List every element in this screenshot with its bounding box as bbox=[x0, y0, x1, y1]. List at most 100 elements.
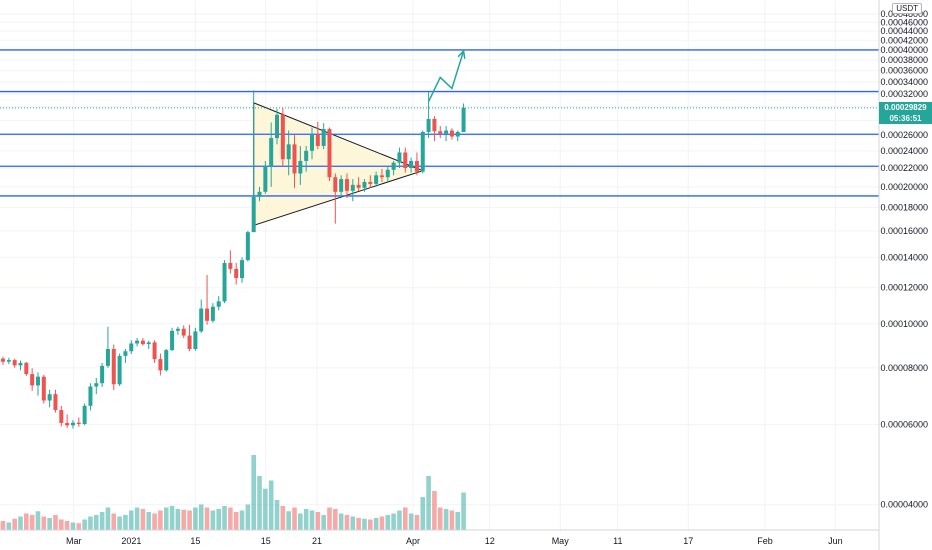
candle-body bbox=[449, 130, 454, 137]
candle-body bbox=[105, 349, 110, 366]
candle-body bbox=[426, 118, 431, 132]
grid bbox=[0, 0, 879, 530]
candle-body bbox=[455, 131, 460, 137]
volume-bar bbox=[53, 515, 58, 530]
price-tick-label: 0.00024000 bbox=[880, 146, 928, 156]
candle-body bbox=[344, 179, 349, 191]
volume-bar bbox=[437, 507, 443, 530]
candle-body bbox=[152, 342, 157, 360]
volume-bar bbox=[338, 513, 344, 530]
candle-body bbox=[129, 343, 134, 352]
candle-body bbox=[240, 260, 245, 279]
volume-bar bbox=[303, 509, 309, 530]
volume-bar bbox=[93, 515, 99, 530]
candle-body bbox=[362, 181, 367, 188]
volume-bar bbox=[18, 516, 23, 530]
candle-body bbox=[117, 355, 122, 385]
time-tick-label: Apr bbox=[406, 536, 420, 546]
candle-body bbox=[12, 360, 17, 366]
candle-body bbox=[170, 330, 175, 351]
candle-body bbox=[1, 358, 5, 362]
triangle-pattern bbox=[253, 102, 425, 227]
candle-body bbox=[6, 360, 11, 362]
volume-bar bbox=[263, 488, 268, 530]
candle-body bbox=[53, 394, 58, 411]
volume-bar bbox=[292, 507, 297, 530]
candle-body bbox=[414, 160, 419, 172]
candle-body bbox=[146, 342, 151, 345]
volume-bar bbox=[455, 512, 461, 530]
candle-body bbox=[275, 114, 280, 139]
volume-bar bbox=[24, 513, 29, 530]
currency-badge[interactable]: USDT bbox=[892, 3, 922, 14]
volume-bar bbox=[449, 510, 455, 530]
time-axis[interactable]: 2021 11 21 Feb 15 Mar 15 Apr 12 May 17 Jun bbox=[0, 529, 879, 546]
price-tick-label: 0.00018000 bbox=[880, 203, 928, 213]
time-tick-label: May bbox=[552, 536, 570, 546]
price-tick-label: 0.00034000 bbox=[880, 77, 928, 87]
volume-bar bbox=[344, 515, 350, 530]
price-tick-label: 0.00022000 bbox=[880, 163, 928, 173]
volume-bar bbox=[367, 519, 373, 530]
time-tick-label: 17 bbox=[683, 536, 693, 546]
volume-bar bbox=[443, 509, 449, 530]
projection-arrow bbox=[427, 49, 466, 102]
price-axis[interactable]: 0.000480000.000460000.000440000.00042000… bbox=[878, 0, 928, 550]
price-tick-label: 0.00038000 bbox=[880, 55, 928, 65]
candle-body bbox=[94, 383, 99, 387]
candle-body bbox=[193, 331, 198, 350]
arrow-head bbox=[457, 49, 466, 59]
volume-bar bbox=[111, 513, 117, 530]
price-tick-label: 0.00016000 bbox=[880, 226, 928, 236]
time-tick-label: 15 bbox=[261, 536, 271, 546]
price-tick-label: 0.00046000 bbox=[880, 17, 928, 27]
time-tick-label: Mar bbox=[66, 536, 82, 546]
volume-bar bbox=[187, 510, 192, 530]
volume-bar bbox=[426, 476, 431, 530]
volume-bar bbox=[408, 513, 414, 530]
candle-body bbox=[356, 184, 361, 188]
time-tick-label: 15 bbox=[190, 536, 200, 546]
volume-bar bbox=[140, 509, 146, 530]
candle-body bbox=[321, 129, 326, 146]
candle-body bbox=[216, 301, 221, 307]
candle-body bbox=[245, 232, 250, 261]
candle-body bbox=[210, 306, 215, 321]
price-tick-label: 0.00012000 bbox=[880, 283, 928, 293]
volume-bar bbox=[152, 513, 157, 530]
candle-body bbox=[298, 160, 303, 174]
volume-bar bbox=[99, 512, 105, 530]
volume-bar bbox=[128, 510, 134, 530]
candle-body bbox=[70, 422, 75, 426]
volume-bar bbox=[29, 515, 35, 530]
candle-body bbox=[263, 166, 268, 192]
price-tick-label: 0.00042000 bbox=[880, 35, 928, 45]
volume-bar bbox=[362, 518, 367, 530]
candle-body bbox=[158, 359, 163, 371]
price-tick-label: 0.00026000 bbox=[880, 130, 928, 140]
time-tick-label: 11 bbox=[613, 536, 622, 546]
candle-body bbox=[280, 114, 285, 160]
volume-bar bbox=[210, 510, 216, 530]
volume-bar bbox=[268, 480, 274, 530]
volume-bar bbox=[333, 509, 338, 530]
volume-bar bbox=[233, 512, 239, 530]
volume-bar bbox=[245, 504, 251, 530]
volume-bar bbox=[198, 504, 204, 530]
volume-bar bbox=[216, 509, 222, 530]
volume-bar bbox=[274, 500, 280, 530]
candle-body bbox=[164, 350, 169, 371]
horizontal-levels[interactable] bbox=[0, 49, 879, 197]
candle-body bbox=[30, 374, 35, 386]
price-tick-label: 0.00044000 bbox=[880, 26, 928, 36]
volume-bar bbox=[59, 519, 64, 530]
candle-body bbox=[292, 144, 297, 174]
time-tick-label: 21 bbox=[312, 536, 322, 546]
volume-bar bbox=[204, 507, 210, 530]
candle-body bbox=[181, 328, 186, 336]
volume-bar bbox=[158, 510, 163, 530]
candle-body bbox=[251, 196, 256, 233]
candle-body bbox=[327, 129, 332, 178]
candle-body bbox=[269, 138, 274, 167]
